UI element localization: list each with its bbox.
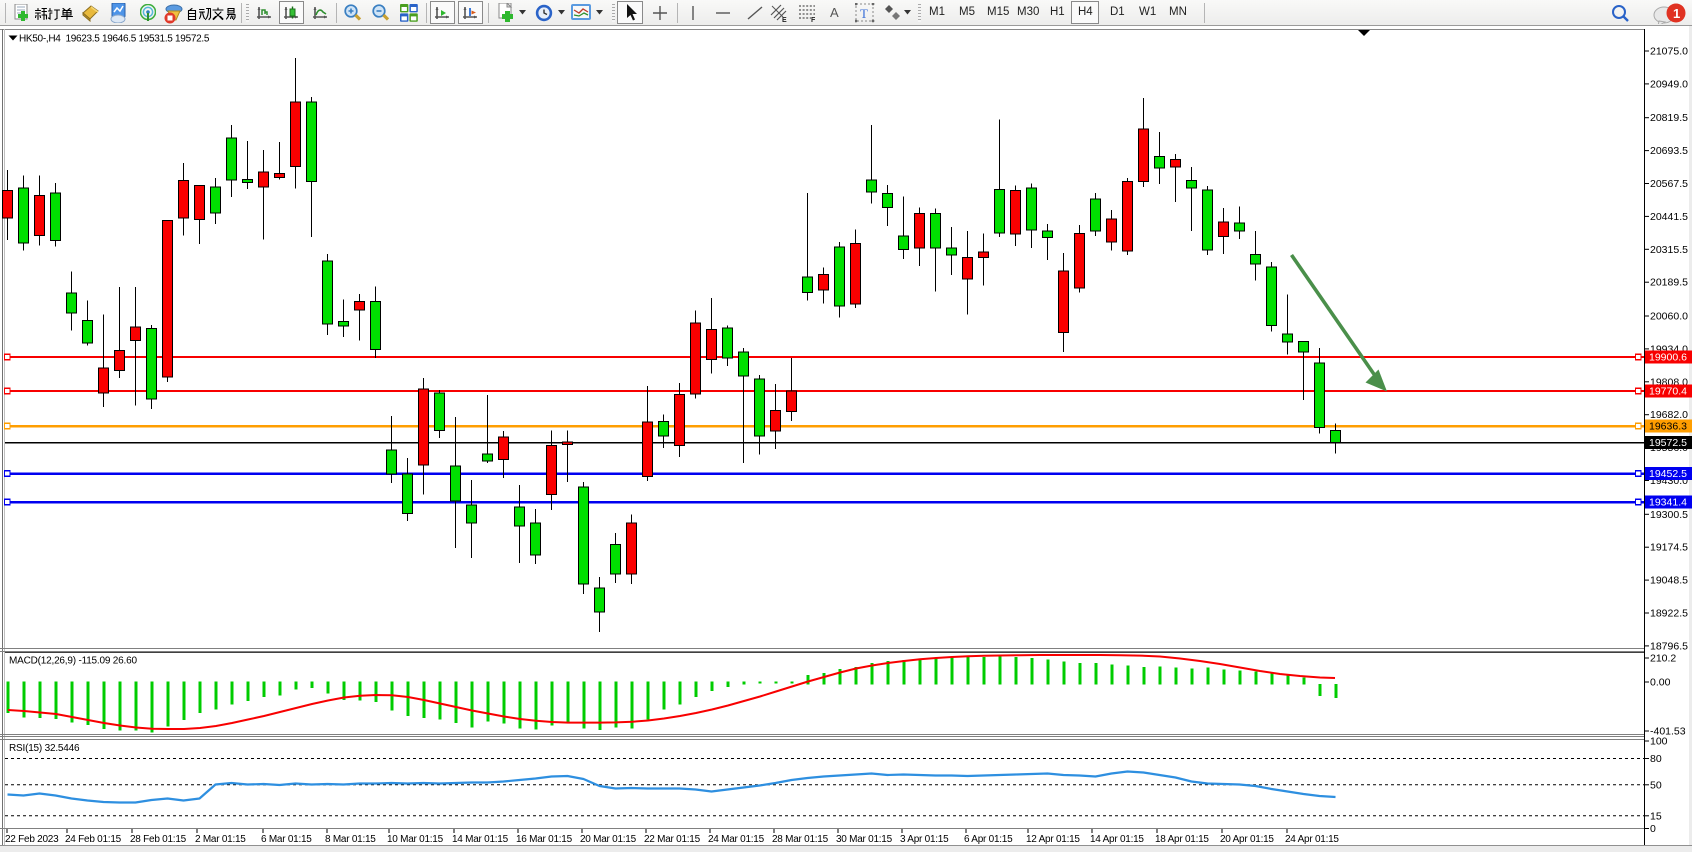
svg-text:20189.5: 20189.5 — [1650, 277, 1688, 289]
svg-text:21075.0: 21075.0 — [1650, 46, 1688, 58]
svg-text:19636.3: 19636.3 — [1649, 421, 1687, 433]
svg-text:19900.6: 19900.6 — [1649, 352, 1687, 364]
svg-text:28 Feb 01:15: 28 Feb 01:15 — [130, 834, 187, 845]
svg-text:19174.5: 19174.5 — [1650, 542, 1688, 554]
svg-text:15: 15 — [1650, 810, 1662, 822]
svg-text:18796.5: 18796.5 — [1650, 640, 1688, 652]
svg-text:2 Mar 01:15: 2 Mar 01:15 — [195, 834, 246, 845]
svg-text:19572.5: 19572.5 — [1649, 437, 1687, 449]
svg-text:20 Apr 01:15: 20 Apr 01:15 — [1220, 834, 1274, 845]
svg-text:RSI(15) 32.5446: RSI(15) 32.5446 — [9, 743, 80, 754]
svg-text:20567.5: 20567.5 — [1650, 178, 1688, 190]
svg-text:19048.5: 19048.5 — [1650, 575, 1688, 587]
svg-text:210.2: 210.2 — [1650, 653, 1676, 665]
svg-text:16 Mar 01:15: 16 Mar 01:15 — [516, 834, 573, 845]
svg-text:-401.53: -401.53 — [1650, 726, 1686, 738]
svg-text:22 Mar 01:15: 22 Mar 01:15 — [644, 834, 701, 845]
svg-text:1: 1 — [1673, 6, 1680, 21]
svg-text:E: E — [782, 17, 787, 23]
svg-text:20315.5: 20315.5 — [1650, 244, 1688, 256]
svg-text:14 Apr 01:15: 14 Apr 01:15 — [1090, 834, 1144, 845]
svg-text:28 Mar 01:15: 28 Mar 01:15 — [772, 834, 829, 845]
svg-text:50: 50 — [1650, 779, 1662, 791]
svg-text:F: F — [811, 17, 816, 23]
svg-text:14 Mar 01:15: 14 Mar 01:15 — [452, 834, 509, 845]
svg-text:100: 100 — [1650, 736, 1668, 748]
svg-text:20693.5: 20693.5 — [1650, 145, 1688, 157]
svg-text:20441.5: 20441.5 — [1650, 211, 1688, 223]
svg-text:HK50-,H4 19623.5 19646.5 1953: HK50-,H4 19623.5 19646.5 19531.5 19572.5 — [19, 34, 210, 45]
svg-text:T: T — [860, 6, 868, 21]
svg-text:MACD(12,26,9) -115.09 26.60: MACD(12,26,9) -115.09 26.60 — [9, 656, 137, 667]
svg-text:6 Mar 01:15: 6 Mar 01:15 — [261, 834, 312, 845]
svg-text:20 Mar 01:15: 20 Mar 01:15 — [580, 834, 637, 845]
svg-text:0: 0 — [1650, 823, 1656, 835]
svg-text:30 Mar 01:15: 30 Mar 01:15 — [836, 834, 893, 845]
svg-text:3 Apr 01:15: 3 Apr 01:15 — [900, 834, 949, 845]
svg-text:24 Mar 01:15: 24 Mar 01:15 — [708, 834, 765, 845]
svg-text:10 Mar 01:15: 10 Mar 01:15 — [387, 834, 444, 845]
svg-text:20949.0: 20949.0 — [1650, 78, 1688, 90]
svg-text:80: 80 — [1650, 753, 1662, 765]
svg-text:22 Feb 2023: 22 Feb 2023 — [5, 834, 59, 845]
svg-text:19682.0: 19682.0 — [1650, 409, 1688, 421]
svg-text:19452.5: 19452.5 — [1649, 468, 1687, 480]
svg-text:20819.5: 20819.5 — [1650, 112, 1688, 124]
svg-text:19770.4: 19770.4 — [1649, 386, 1687, 398]
svg-text:8 Mar 01:15: 8 Mar 01:15 — [325, 834, 376, 845]
svg-text:24 Apr 01:15: 24 Apr 01:15 — [1285, 834, 1339, 845]
svg-text:0.00: 0.00 — [1650, 677, 1671, 689]
svg-text:18922.5: 18922.5 — [1650, 608, 1688, 620]
svg-text:19341.4: 19341.4 — [1649, 497, 1687, 509]
svg-text:12 Apr 01:15: 12 Apr 01:15 — [1026, 834, 1080, 845]
svg-text:6 Apr 01:15: 6 Apr 01:15 — [964, 834, 1013, 845]
svg-text:18 Apr 01:15: 18 Apr 01:15 — [1155, 834, 1209, 845]
svg-text:19300.5: 19300.5 — [1650, 509, 1688, 521]
svg-text:20060.0: 20060.0 — [1650, 311, 1688, 323]
svg-text:24 Feb 01:15: 24 Feb 01:15 — [65, 834, 122, 845]
